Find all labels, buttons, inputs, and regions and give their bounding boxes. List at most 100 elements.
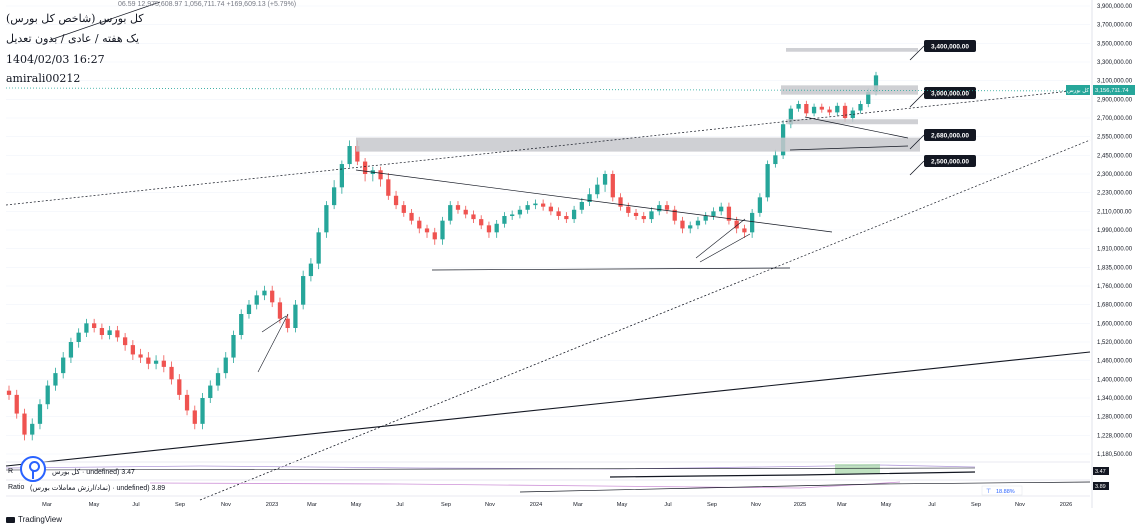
candle-body	[788, 108, 793, 125]
candle-body	[510, 214, 515, 216]
candle-body	[53, 373, 58, 386]
alert-badge-icon[interactable]	[20, 456, 46, 482]
candle-body	[440, 220, 445, 240]
level-leader	[909, 45, 925, 61]
candle	[479, 215, 484, 230]
trend-line	[49, 1, 161, 41]
x-tick-label: Jul	[132, 502, 139, 508]
chart-datetime: 1404/02/03 16:27	[6, 53, 105, 66]
candle-body	[548, 206, 554, 212]
price-zone	[786, 48, 918, 52]
candle-body	[208, 385, 213, 398]
candle	[99, 323, 105, 340]
ohlc-readout: 06.59 12,975,608.97 1,056,711.74 +169,60…	[118, 1, 297, 8]
x-tick-label: May	[351, 502, 362, 508]
candle	[424, 224, 430, 238]
rsi-highlight	[835, 464, 880, 474]
candle-body	[479, 219, 484, 226]
rsi-value-tag	[1093, 467, 1109, 475]
candle	[223, 352, 228, 379]
candle-body	[386, 179, 391, 196]
tradingview-logo-icon	[6, 516, 15, 523]
candle	[432, 227, 437, 245]
ratio-line	[149, 481, 901, 489]
candle	[130, 340, 135, 360]
trend-line	[804, 116, 909, 139]
candle-body	[355, 146, 360, 162]
trend-line	[5, 87, 1091, 92]
candle	[378, 166, 383, 187]
candle	[602, 170, 608, 192]
chart-subtitle: یک هفته / عادی / بدون تعدیل	[6, 32, 140, 45]
candle	[719, 202, 724, 216]
candle	[262, 285, 267, 301]
candle-body	[424, 228, 430, 233]
candle-body	[602, 174, 608, 185]
x-tick-label: 2023	[266, 502, 278, 508]
level-leader	[909, 134, 925, 150]
x-tick-label: Sep	[175, 502, 185, 508]
candle-body	[711, 211, 716, 216]
candle	[440, 216, 445, 245]
rsi-base-line	[5, 467, 976, 471]
candle-body	[246, 304, 252, 314]
x-tick-label: Sep	[441, 502, 451, 508]
rsi-black-line	[609, 471, 976, 478]
candle	[858, 100, 863, 114]
measure-icon: ⊤	[986, 488, 991, 495]
candle	[556, 207, 561, 220]
candle-body	[873, 75, 879, 92]
candle-body	[448, 205, 453, 221]
candle	[161, 355, 166, 373]
candle-body	[533, 203, 538, 206]
candle	[177, 374, 182, 400]
candle	[525, 201, 530, 214]
candle-body	[541, 203, 546, 207]
candle-body	[750, 212, 755, 233]
candle-body	[564, 216, 569, 220]
candle	[401, 201, 406, 217]
candle-body	[804, 104, 809, 114]
candle-body	[262, 290, 267, 296]
ratio-mid-label: (نماد/ارزش معاملات بورس) · undefined) 3.…	[30, 485, 166, 492]
candle-body	[331, 187, 337, 206]
candle-body	[796, 104, 801, 109]
x-tick-label: 2026	[1060, 502, 1072, 508]
trend-line	[699, 233, 751, 263]
candle-body	[633, 212, 639, 216]
candle-body	[324, 205, 329, 233]
candle	[695, 216, 701, 230]
x-tick-label: May	[881, 502, 892, 508]
candle	[633, 208, 639, 220]
candle-body	[169, 366, 174, 380]
x-tick-label: May	[89, 502, 100, 508]
candle-body	[293, 304, 298, 328]
level-label: 2,500,000.00	[931, 158, 969, 165]
candle	[22, 408, 27, 441]
candle-body	[866, 91, 871, 104]
candle-body	[362, 161, 368, 174]
level-leader	[909, 160, 925, 176]
trend-line	[257, 313, 289, 373]
candle	[703, 212, 708, 225]
candle-body	[122, 337, 128, 346]
candle	[610, 170, 615, 202]
candle	[61, 352, 66, 379]
candle-body	[76, 332, 81, 342]
candle-body	[161, 360, 166, 367]
candle-body	[30, 423, 35, 435]
candle	[53, 367, 58, 391]
candle	[726, 202, 732, 225]
y-tick-label: 3,300,000.00	[1097, 60, 1133, 66]
candle	[417, 216, 422, 234]
candle	[750, 208, 755, 238]
candle-body	[850, 110, 855, 118]
candle-body	[130, 345, 135, 355]
candle	[494, 219, 499, 238]
trend-line	[695, 218, 746, 259]
candle	[76, 328, 81, 348]
level-label: 3,000,000.00	[931, 90, 969, 97]
y-tick-label: 1,835,000.00	[1097, 265, 1133, 271]
candle	[463, 205, 468, 219]
